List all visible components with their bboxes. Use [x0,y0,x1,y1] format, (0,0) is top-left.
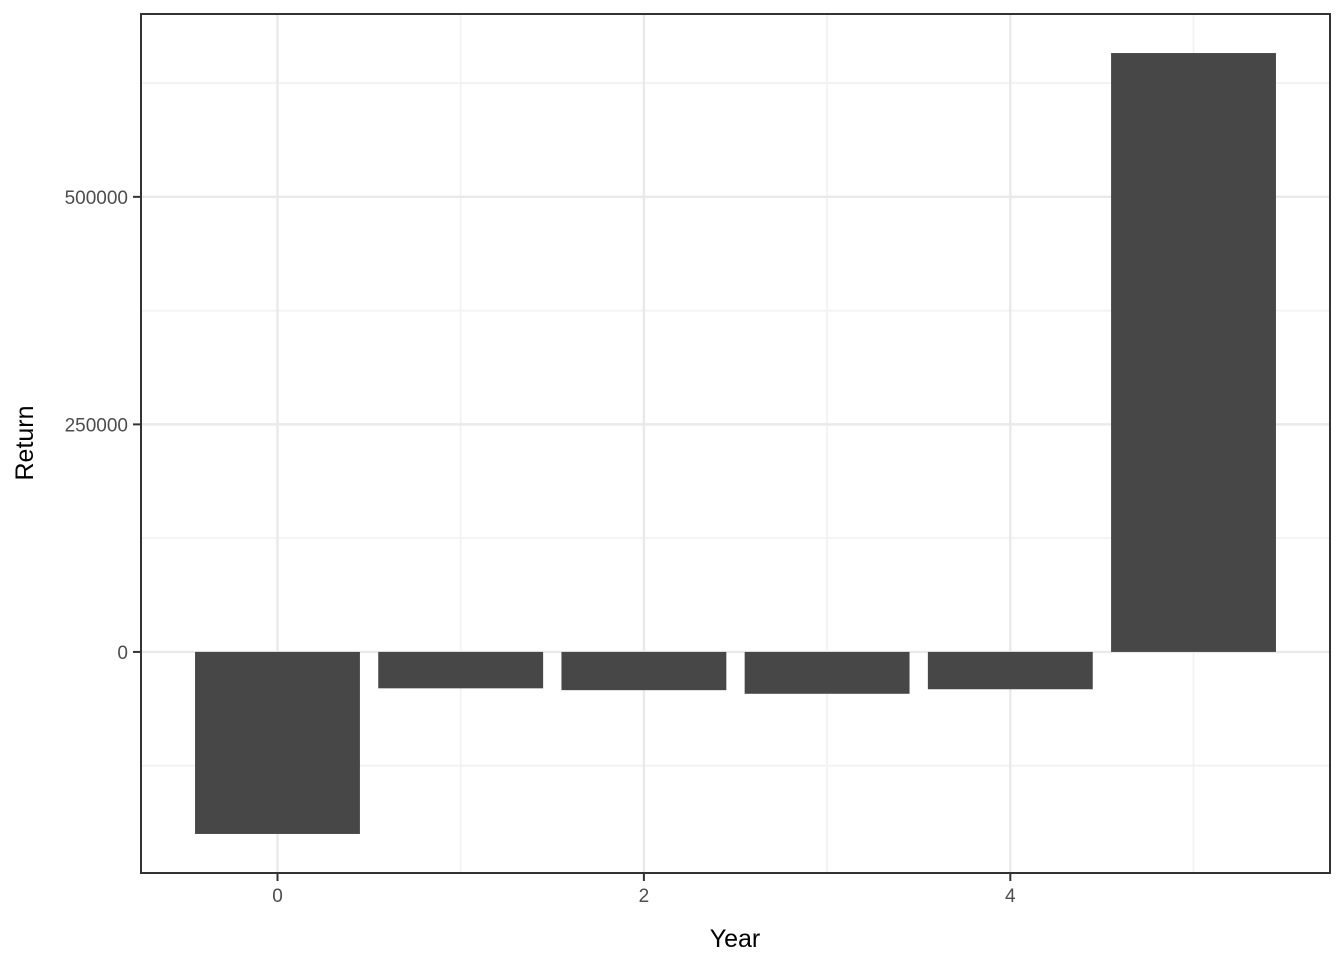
bar [195,651,360,834]
bar [1111,53,1276,652]
bar [378,651,544,689]
panel-border [140,13,1331,874]
chart-plot-area: 0 250000 500000 0 2 4 [65,13,1331,907]
bar [561,651,727,691]
bar [927,651,1093,690]
y-tick-label: 0 [117,643,128,664]
y-axis-title: Return [11,405,39,480]
y-tick-label: 500000 [65,188,128,209]
x-tick-label: 0 [272,886,283,907]
x-tick-label: 2 [639,886,650,907]
bar [744,651,910,694]
x-tick-label: 4 [1005,886,1016,907]
y-tick-label: 250000 [65,415,128,436]
x-axis-title: Year [710,925,761,953]
